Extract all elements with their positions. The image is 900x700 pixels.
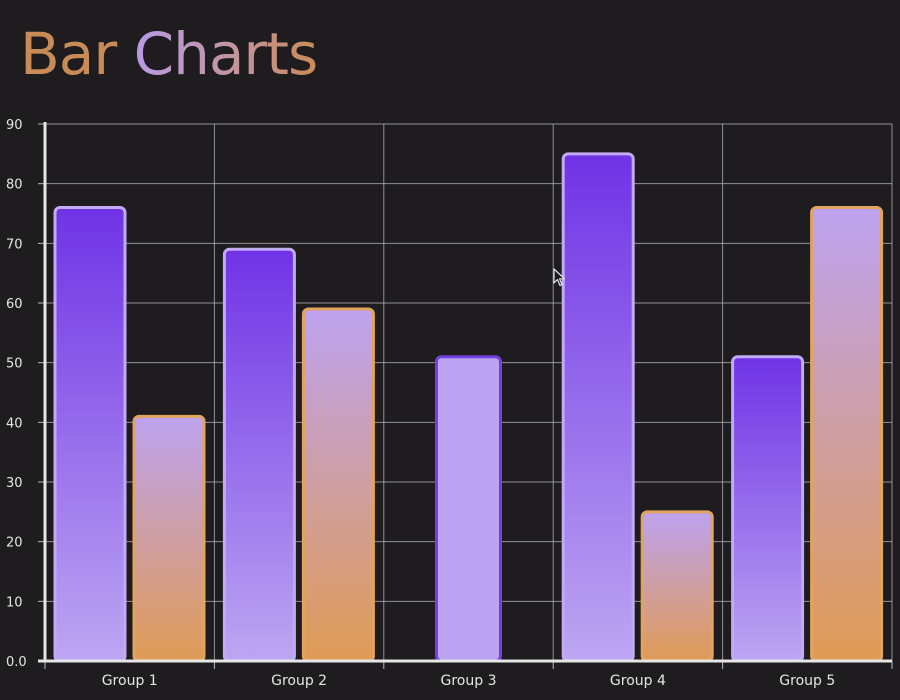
y-tick-label: 30: [6, 476, 23, 491]
bars: [53, 152, 884, 663]
bar-series-2: [810, 206, 884, 663]
y-tick-label: 0.0: [6, 655, 27, 670]
y-tick-label: 60: [6, 297, 23, 312]
x-category-label: Group 1: [102, 673, 158, 689]
bar-series-1: [731, 355, 805, 663]
x-category-label: Group 3: [441, 673, 497, 689]
y-tick-label: 70: [6, 237, 23, 252]
y-tick-label: 90: [6, 118, 23, 133]
axis-labels: 0.0 10 20 30 40 50 60 70 80 90 Group 1 Group 2 Group…: [6, 118, 835, 689]
bar-series-1: [435, 355, 502, 663]
x-category-label: Group 2: [271, 673, 327, 689]
bar-series-1: [222, 247, 296, 663]
x-category-label: Group 4: [610, 673, 666, 689]
bar-series-2: [301, 307, 375, 663]
bar-series-2: [640, 510, 714, 663]
y-tick-label: 80: [6, 178, 23, 193]
x-category-label: Group 5: [779, 673, 835, 689]
y-tick-label: 20: [6, 536, 23, 551]
title-word-charts: Charts: [133, 20, 319, 88]
bar-series-1: [53, 206, 127, 663]
y-tick-label: 50: [6, 357, 23, 372]
y-tick-label: 10: [6, 595, 23, 610]
page-title: Bar Charts: [20, 14, 319, 94]
mouse-cursor-icon: [553, 268, 566, 287]
y-tick-label: 40: [6, 416, 23, 431]
title-word-bar: Bar: [20, 20, 117, 88]
axes: [38, 122, 893, 669]
bar-series-2: [132, 414, 206, 663]
bar-series-1: [561, 152, 635, 663]
